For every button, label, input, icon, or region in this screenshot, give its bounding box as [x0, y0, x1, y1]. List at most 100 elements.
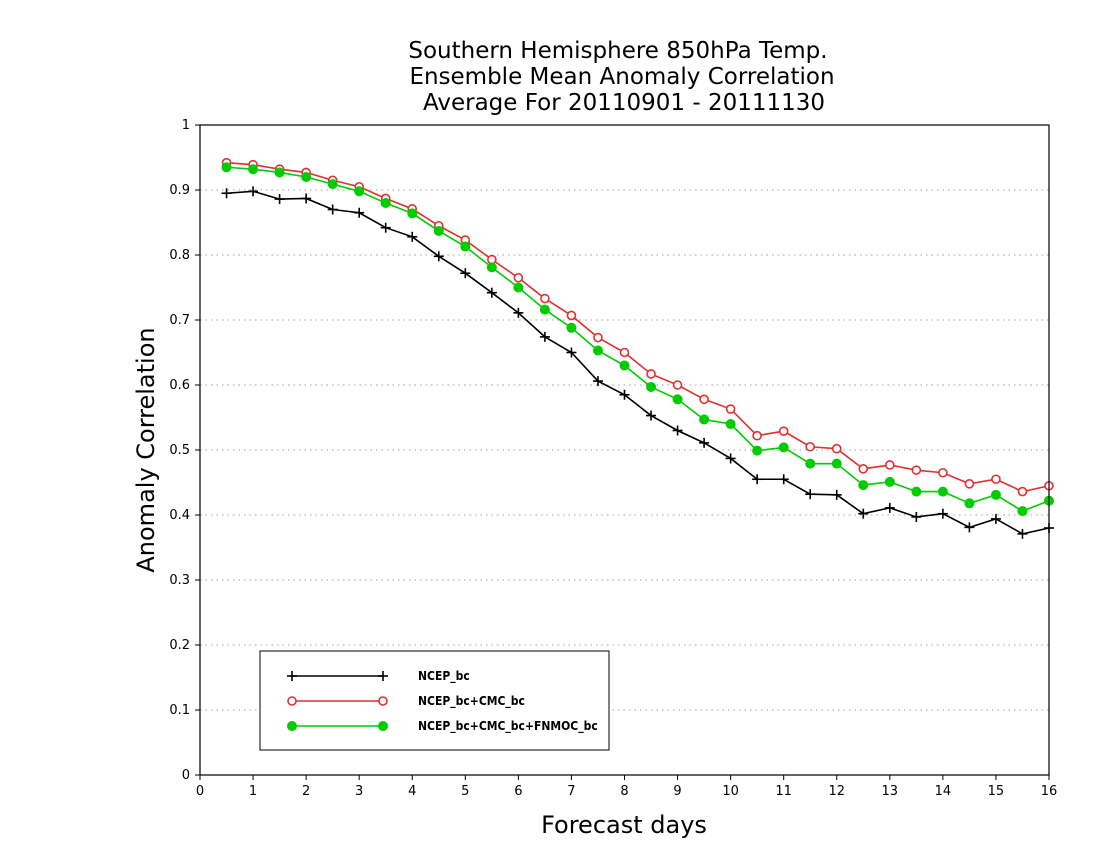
data-point-2-18 — [699, 414, 710, 425]
data-point-0-17 — [672, 425, 683, 436]
data-point-2-19 — [725, 419, 736, 429]
legend-marker-end-2 — [378, 721, 388, 731]
y-axis-title: Anomaly Correlation — [132, 327, 160, 572]
data-point-2-17 — [672, 394, 683, 405]
data-point-2-27 — [937, 486, 948, 497]
data-point-1-29 — [991, 474, 1001, 485]
x-tick-label-6: 6 — [514, 784, 522, 799]
legend-entry-1: NCEP_bc+CMC_bc — [287, 694, 525, 709]
data-point-1-13 — [566, 310, 577, 321]
x-tick-label-15: 15 — [988, 784, 1005, 799]
data-point-1-12 — [540, 293, 550, 304]
y-tick-label-2: 0.2 — [169, 638, 190, 653]
title-line-1: Southern Hemisphere 850hPa Temp. — [408, 38, 827, 64]
x-tick-label-10: 10 — [722, 784, 739, 799]
data-point-2-24 — [858, 480, 869, 491]
data-point-0-14 — [592, 376, 603, 387]
data-point-2-29 — [990, 489, 1001, 500]
x-tick-label-4: 4 — [408, 784, 416, 799]
data-point-1-27 — [938, 467, 948, 478]
data-point-2-16 — [646, 381, 657, 392]
data-point-1-20 — [752, 430, 762, 441]
data-point-2-30 — [1017, 506, 1028, 517]
legend-label-1: NCEP_bc+CMC_bc — [418, 694, 525, 709]
data-point-0-30 — [1017, 528, 1028, 539]
data-point-2-21 — [778, 442, 789, 453]
data-point-1-16 — [646, 369, 656, 379]
chart-title: Southern Hemisphere 850hPa Temp. Ensembl… — [408, 38, 834, 116]
data-point-2-2 — [274, 167, 285, 178]
legend-label-2: NCEP_bc+CMC_bc+FNMOC_bc — [418, 719, 598, 734]
y-tick-label-1: 0.1 — [169, 703, 190, 718]
gridlines — [200, 189, 1049, 711]
data-point-0-25 — [884, 502, 895, 513]
y-tick-label-8: 0.8 — [169, 248, 190, 263]
data-point-0-6 — [380, 222, 391, 233]
data-point-0-12 — [539, 331, 550, 342]
data-point-2-8 — [433, 225, 444, 236]
data-point-0-2 — [274, 194, 285, 205]
series-line-0 — [226, 190, 1050, 535]
title-line-2: Ensemble Mean Anomaly Correlation — [409, 64, 834, 90]
series-2 — [221, 162, 1054, 517]
y-tick-label-0: 0 — [182, 768, 190, 783]
data-point-1-15 — [619, 347, 630, 358]
x-tick-label-3: 3 — [355, 784, 363, 799]
data-point-2-5 — [354, 186, 365, 197]
data-point-1-21 — [778, 426, 789, 436]
legend-entry-2: NCEP_bc+CMC_bc+FNMOC_bc — [287, 719, 598, 734]
data-point-2-26 — [911, 486, 922, 497]
data-point-1-17 — [672, 380, 683, 390]
legend-marker-end-0 — [378, 671, 388, 681]
data-point-2-13 — [566, 322, 577, 333]
y-tick-label-5: 0.5 — [169, 443, 190, 458]
legend-marker-start-2 — [287, 721, 297, 731]
data-point-2-23 — [831, 458, 842, 469]
y-tick-label-10: 1 — [182, 118, 190, 133]
data-point-1-22 — [805, 441, 816, 452]
data-point-0-19 — [725, 453, 736, 464]
x-tick-label-1: 1 — [249, 784, 257, 799]
data-point-0-29 — [990, 513, 1001, 524]
data-point-2-22 — [805, 458, 816, 469]
data-point-2-12 — [539, 304, 550, 315]
y-tick-label-7: 0.7 — [169, 313, 190, 328]
y-tick-label-3: 0.3 — [169, 573, 190, 588]
data-point-0-20 — [752, 474, 763, 485]
data-point-0-8 — [433, 251, 444, 262]
x-tick-label-13: 13 — [882, 784, 899, 799]
legend-label-0: NCEP_bc — [418, 669, 470, 684]
x-tick-label-12: 12 — [828, 784, 845, 799]
y-axis-ticks: 0 0.1 0.2 0.3 0.4 0.5 0.6 0.7 0.8 0.9 1 — [169, 118, 200, 783]
data-point-2-3 — [301, 172, 312, 182]
data-point-2-6 — [380, 198, 391, 208]
data-point-1-28 — [964, 478, 975, 489]
data-point-0-18 — [699, 437, 710, 448]
x-tick-label-2: 2 — [302, 784, 310, 799]
series-0 — [221, 186, 1054, 539]
y-tick-label-9: 0.9 — [169, 183, 190, 198]
x-tick-label-9: 9 — [673, 784, 681, 799]
series-1 — [221, 157, 1054, 497]
y-tick-label-4: 0.4 — [169, 508, 190, 523]
data-point-1-10 — [487, 254, 497, 265]
data-point-1-24 — [858, 464, 869, 474]
data-point-1-11 — [513, 272, 524, 283]
data-point-2-0 — [221, 162, 232, 173]
data-point-0-9 — [460, 268, 471, 279]
data-point-0-11 — [513, 307, 524, 318]
data-point-2-1 — [248, 164, 259, 175]
legend: NCEP_bc NCEP_bc+CMC_bc NCEP_bc+CMC_bc+FNMO… — [259, 650, 610, 751]
data-point-0-27 — [937, 508, 948, 519]
data-point-0-10 — [486, 287, 497, 298]
x-tick-label-11: 11 — [775, 784, 792, 799]
data-point-0-23 — [831, 489, 842, 500]
data-point-1-18 — [699, 394, 709, 405]
data-point-2-14 — [592, 345, 603, 356]
data-point-1-19 — [725, 404, 736, 414]
y-tick-label-6: 0.6 — [169, 378, 190, 393]
x-tick-label-0: 0 — [196, 784, 204, 799]
series-line-2 — [226, 166, 1050, 512]
x-tick-label-5: 5 — [461, 784, 469, 799]
data-point-0-4 — [327, 204, 338, 215]
